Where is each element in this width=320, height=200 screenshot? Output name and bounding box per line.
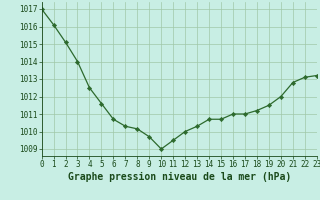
X-axis label: Graphe pression niveau de la mer (hPa): Graphe pression niveau de la mer (hPa) [68,172,291,182]
